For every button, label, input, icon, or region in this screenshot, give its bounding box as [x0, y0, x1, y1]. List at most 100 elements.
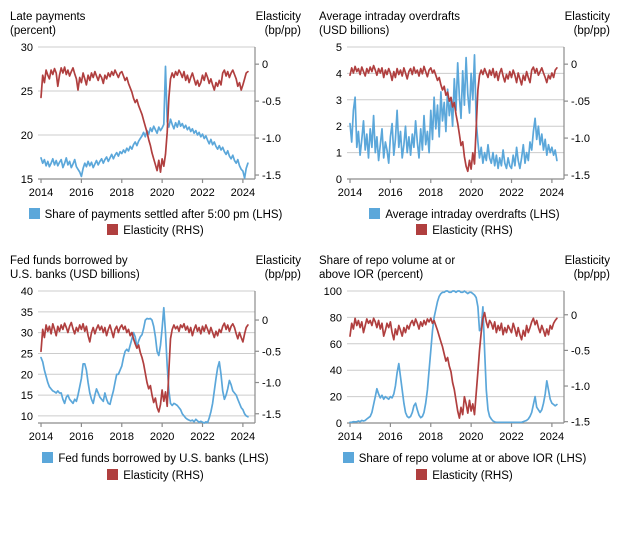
- left-axis-tick-label: 25: [21, 86, 33, 98]
- legend: Share of repo volume at or above IOR (LH…: [319, 451, 610, 484]
- legend-marker-blue: [342, 451, 354, 463]
- series-line-blue: [40, 65, 249, 179]
- right-axis-title: Elasticity (bp/pp): [255, 11, 301, 38]
- x-axis-tick-label: 2018: [110, 431, 134, 443]
- left-axis-tick-label: 20: [21, 369, 33, 381]
- legend-marker-red: [416, 468, 428, 480]
- right-axis-tick-label: -0.5: [262, 96, 281, 108]
- legend: Average intraday overdrafts (LHS) Elasti…: [319, 207, 610, 240]
- left-axis-tick-label: 2: [336, 121, 342, 133]
- left-axis-tick-label: 30: [21, 327, 33, 339]
- left-axis-tick-label: 15: [21, 390, 33, 402]
- x-axis-tick-label: 2024: [540, 187, 564, 199]
- left-axis-tick-label: 0: [336, 418, 342, 430]
- x-axis-tick-label: 2024: [540, 431, 564, 443]
- right-axis-tick-label: 0: [262, 59, 268, 71]
- panel-header: Share of repo volume at or above IOR (pe…: [319, 254, 610, 283]
- panel-late-payments: Late payments (percent) Elasticity (bp/p…: [0, 6, 309, 240]
- legend-label: Average intraday overdrafts (LHS): [385, 208, 560, 221]
- legend-marker-red: [416, 224, 428, 236]
- legend-label: Elasticity (RHS): [432, 225, 513, 238]
- x-axis-tick-label: 2014: [29, 187, 53, 199]
- left-axis-tick-label: 25: [21, 348, 33, 360]
- left-axis-title: Late payments (percent): [10, 11, 86, 38]
- right-axis-tick-label: 0: [262, 315, 268, 327]
- legend-marker-blue: [369, 207, 381, 219]
- series-line-red: [40, 66, 249, 173]
- right-axis-tick-label: -1.5: [571, 417, 590, 429]
- x-axis-tick-label: 2022: [499, 431, 523, 443]
- left-axis-tick-label: 15: [21, 174, 33, 186]
- left-axis-tick-label: 1: [336, 147, 342, 159]
- x-axis-tick-label: 2020: [150, 431, 174, 443]
- panel-header: Fed funds borrowed by U.S. banks (USD bi…: [10, 254, 301, 283]
- x-axis-tick-label: 2024: [231, 431, 255, 443]
- x-axis-tick-label: 2014: [338, 431, 362, 443]
- right-axis-tick-label: 0: [571, 59, 577, 71]
- series-line-red: [349, 311, 558, 419]
- fed-funds-borrowed-chart: 40 35 30 25 20 15 10 2014 2016 2018 2020 2022 2024 0 -…: [21, 286, 281, 443]
- x-axis-tick-label: 2018: [110, 187, 134, 199]
- right-axis-tick-label: -1.5: [262, 170, 281, 182]
- legend: Fed funds borrowed by U.S. banks (LHS) E…: [10, 451, 301, 484]
- x-axis-tick-label: 2014: [29, 431, 53, 443]
- left-axis-tick-label: 0: [336, 174, 342, 186]
- right-axis-title: Elasticity (bp/pp): [255, 255, 301, 282]
- x-axis-tick-label: 2024: [231, 187, 255, 199]
- left-axis-tick-label: 20: [330, 391, 342, 403]
- right-axis-tick-label: -1.5: [262, 409, 281, 421]
- series-line-blue: [40, 306, 249, 424]
- legend-marker-blue: [42, 451, 54, 463]
- panel-repo-share: Share of repo volume at or above IOR (pe…: [309, 250, 618, 484]
- right-axis-tick-label: -0.5: [571, 345, 590, 357]
- left-axis-tick-label: 30: [21, 42, 33, 54]
- x-axis-tick-label: 2018: [419, 431, 443, 443]
- left-axis-tick-label: 35: [21, 307, 33, 319]
- legend-label: Share of repo volume at or above IOR (LH…: [358, 452, 587, 465]
- series-line-red: [349, 64, 558, 172]
- panel-intraday-overdrafts: Average intraday overdrafts (USD billion…: [309, 6, 618, 240]
- right-axis-tick-label: 0: [571, 310, 577, 322]
- series-line-blue: [349, 289, 558, 423]
- left-axis-tick-label: 80: [330, 312, 342, 324]
- right-axis-tick-label: -1.0: [571, 133, 590, 145]
- right-axis-title: Elasticity (bp/pp): [564, 255, 610, 282]
- legend-marker-blue: [28, 207, 40, 219]
- series-line-red: [40, 321, 249, 413]
- left-axis-tick-label: 3: [336, 95, 342, 107]
- left-axis-tick-label: 5: [336, 42, 342, 54]
- legend-marker-red: [107, 224, 119, 236]
- legend: Share of payments settled after 5:00 pm …: [10, 207, 301, 240]
- x-axis-tick-label: 2016: [378, 431, 402, 443]
- left-axis-tick-label: 40: [330, 365, 342, 377]
- x-axis-tick-label: 2022: [190, 187, 214, 199]
- x-axis-tick-label: 2018: [419, 187, 443, 199]
- left-axis-tick-label: 40: [21, 286, 33, 298]
- left-axis-tick-label: 60: [330, 339, 342, 351]
- right-axis-tick-label: -0.5: [262, 346, 281, 358]
- left-axis-title: Average intraday overdrafts (USD billion…: [319, 11, 461, 38]
- legend-label: Fed funds borrowed by U.S. banks (LHS): [58, 452, 269, 465]
- left-axis-tick-label: 100: [324, 286, 342, 298]
- left-axis-tick-label: 20: [21, 130, 33, 142]
- right-axis-tick-label: -1.5: [571, 170, 590, 182]
- right-axis-tick-label: -.05: [571, 96, 590, 108]
- panel-header: Late payments (percent) Elasticity (bp/p…: [10, 10, 301, 39]
- right-axis-tick-label: -1.0: [571, 381, 590, 393]
- x-axis-tick-label: 2020: [459, 431, 483, 443]
- x-axis-tick-label: 2022: [499, 187, 523, 199]
- legend-label: Elasticity (RHS): [123, 225, 204, 238]
- left-axis-tick-label: 4: [336, 68, 342, 80]
- x-axis-tick-label: 2022: [190, 431, 214, 443]
- x-axis-tick-label: 2020: [150, 187, 174, 199]
- right-axis-tick-label: -1.0: [262, 377, 281, 389]
- x-axis-tick-label: 2020: [459, 187, 483, 199]
- chart-grid: Late payments (percent) Elasticity (bp/p…: [0, 6, 618, 484]
- x-axis-tick-label: 2016: [69, 187, 93, 199]
- legend-label: Share of payments settled after 5:00 pm …: [44, 208, 283, 221]
- left-axis-title: Fed funds borrowed by U.S. banks (USD bi…: [10, 255, 140, 282]
- right-axis-title: Elasticity (bp/pp): [564, 11, 610, 38]
